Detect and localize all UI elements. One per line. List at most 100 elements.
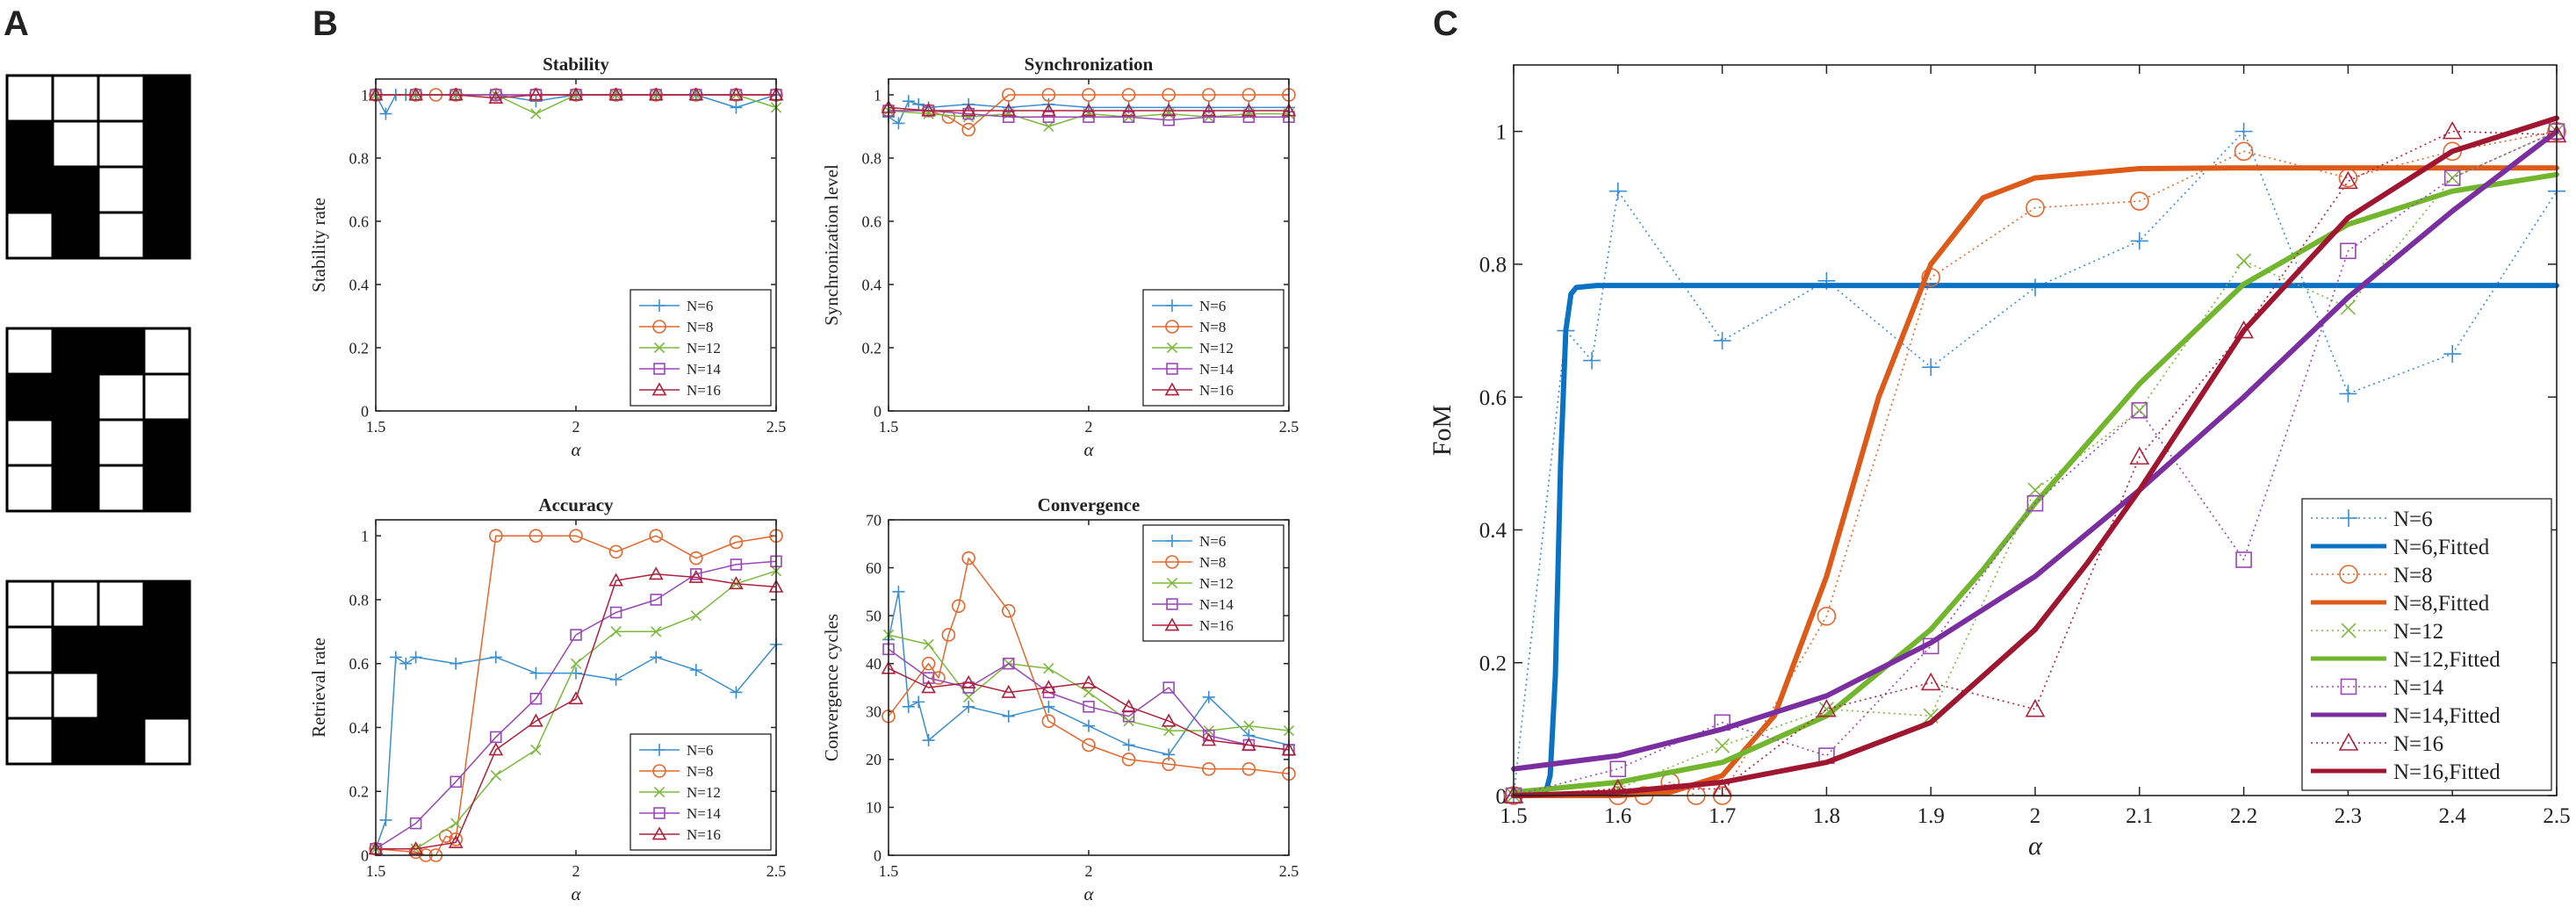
data-point: N=16: (1.6, 1) [408,87,423,101]
legend-label: N=6 [687,742,713,759]
data-point: N=6: (2.1, 23) [1122,738,1135,752]
x-marker [450,818,462,829]
triangle-marker [2338,170,2358,190]
data-point: N=8: (1.9, 1) [1041,88,1056,102]
square-marker [2443,169,2461,186]
y-tick-label: 0.4 [862,276,882,293]
legend-label: N=14 [2393,676,2444,700]
data-point: N=16: (2.1, 0.86) [608,573,623,587]
data-point: N=16: (1.9, 35) [1041,680,1056,694]
data-point: N=16: (1.6, 0.95) [921,103,936,117]
y-axis-label: Retrieval rate [308,637,329,738]
pattern-cell [97,327,146,376]
circle-marker [2339,565,2358,584]
data-point: N=16: (2.3, 0.95) [1201,103,1217,117]
legend: N=6 N=6,Fitted N=8 N=8,Fitted N=12 N=12,Fitte… [2301,498,2552,791]
data-point: N=14: (2.4, 0.93) [2443,169,2461,186]
series-line [376,573,777,850]
data-point: N=12: (1.9, 39) [1043,663,1054,674]
data-point: N=6: (2.3, 33) [1202,690,1215,703]
data-point: N=6: (2.4, 0.665) [2443,345,2462,364]
plus-marker [1122,738,1135,752]
plus-marker [1202,690,1215,703]
data-point: N=8: (2.1, 20) [1121,753,1136,767]
data-point: N=16: (2.1, 1) [608,87,623,101]
data-point: N=16: (2.2, 0.88) [648,566,664,580]
legend-item: N=14 [639,805,721,822]
x-tick-label: 2 [1085,418,1093,436]
axes-frame [375,78,777,412]
data-point: N=12: (2.3, 0.75) [690,609,702,622]
series-line [1513,130,2558,796]
x-tick-label: 1.5 [366,418,386,436]
axes-frame [1513,64,2558,796]
triangle-marker [651,826,667,840]
triangle-marker [1241,737,1256,751]
data-point: N=8: (2.2, 1) [649,529,664,543]
pattern-cell [97,74,146,123]
data-point: N=14: (2.1, 0.76) [609,606,622,619]
legend-label: N=12 [687,340,721,357]
data-point: N=12: (2.4, 27) [1243,720,1255,731]
data-point: N=16: (2.4, 0.85) [729,576,744,590]
triangle-marker [1161,103,1176,117]
legend-label: N=12 [2393,620,2443,644]
x-marker [570,658,582,669]
chart-accuracy: 1.5 2 2.500.20.40.60.81N=6: (1.5, 0.02)N=6… [308,494,786,904]
y-tick-label: 10 [866,799,881,817]
axes-frame [888,519,1290,856]
square-marker [1042,111,1055,123]
series-line [375,644,777,849]
circle-marker [1202,88,1216,102]
series-layer: N=6: (1.5, 0)N=6: (1.55, 0.7)N=6: (1.575… [1503,115,2567,805]
pattern-cell [51,211,100,260]
pattern-cell [97,671,146,720]
pattern-cell [97,119,146,169]
data-point: N=14: (2.3, 0.93) [1203,111,1215,123]
data-point: N=12: (1.7, 0.075) [1715,738,1731,753]
legend-label: N=12 [1199,340,1234,357]
circle-marker [1165,320,1179,334]
data-point: N=8: (2.4, 1) [1241,88,1256,102]
x-tick-label: 1.8 [1813,804,1840,828]
x-marker [1043,663,1054,674]
pattern-cell [97,580,146,629]
data-point: N=6: (1.575, 0.655) [1583,351,1601,370]
x-axis-label: α [571,439,581,460]
panel-label-b: B [313,4,338,43]
data-point: N=16: (2.2, 1) [648,87,664,101]
triangle-marker [1241,103,1256,117]
triangle-marker [1041,103,1056,117]
square-marker [730,558,743,571]
circle-marker [652,320,666,334]
data-point: N=16: (2.1, 0.51) [2129,446,2150,465]
data-point: N=6: (2.2, 0.62) [650,651,663,664]
y-tick-label: 0 [1496,785,1507,809]
legend-label: N=16 [2393,732,2443,756]
y-axis-label: Synchronization level [821,164,842,326]
pattern-cell [142,119,191,169]
x-tick-label: 1.9 [1918,804,1945,828]
legend-label: N=6 [1199,298,1226,314]
data-point: N=12: (1.6, 44) [923,638,934,651]
data-point: N=16: (2.1, 31) [1121,699,1136,713]
triangle-marker [1161,713,1176,727]
pattern-cell [5,418,54,467]
legend-item: N=8,Fitted [2311,592,2490,616]
x-axis-label: α [2028,832,2043,861]
square-marker [1003,657,1015,670]
data-point: N=12: (1.8, 0.25) [490,769,501,782]
data-point: N=6: (1.575, 32) [912,695,925,709]
series-layer: N=6: (1.5, 45)N=6: (1.525, 55)N=6: (1.55… [881,551,1297,782]
legend-item: N=6 [1152,533,1226,550]
triangle-marker [921,103,936,117]
data-point: N=8: (2, 1) [569,529,583,543]
circle-marker [488,529,503,543]
y-tick-label: 0 [361,402,369,420]
data-point: N=6: (2, 27) [1083,719,1095,732]
data-point: N=16: (2, 1) [568,87,584,101]
legend-item: N=12 [639,340,721,357]
triangle-marker [1164,382,1180,396]
data-point: N=14: (1.8, 0.93) [1003,111,1015,123]
pattern-cell [5,625,54,674]
